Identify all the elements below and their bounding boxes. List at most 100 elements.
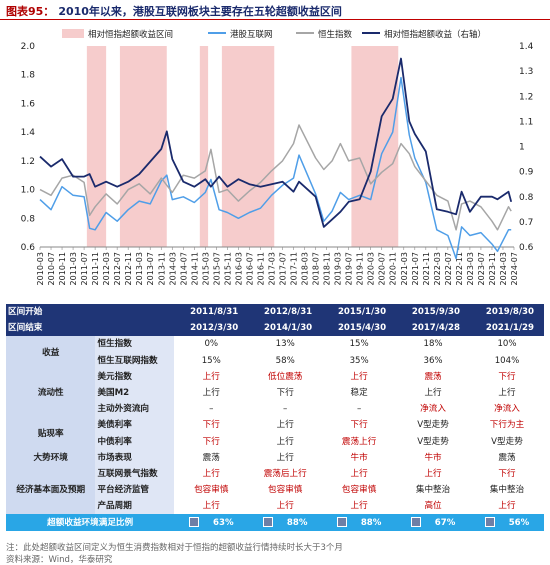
table-cell: 35% <box>349 355 369 366</box>
summary-cell: 88% <box>248 514 323 532</box>
table-cell: 上行 <box>350 501 368 512</box>
table-cell: V型走势 <box>491 436 523 447</box>
legend-label: 恒生指数 <box>318 29 353 40</box>
data-table: 区间开始 2011/8/31 2012/8/31 2015/1/30 2015/9/30… <box>6 304 544 532</box>
table-cell: V型走势 <box>417 436 449 447</box>
table-cell: 震荡上行 <box>341 436 377 447</box>
x-axis-tick-label: 2014-11 <box>190 252 199 285</box>
table-cell: 上行 <box>276 501 294 512</box>
table-header-row: 区间开始 2011/8/31 2012/8/31 2015/1/30 2015/9/30… <box>6 304 544 321</box>
summary-value: 88% <box>360 517 382 528</box>
right-axis-tick: 1.1 <box>519 117 533 127</box>
series-line <box>39 124 512 231</box>
header-date: 2017/4/28 <box>396 320 470 337</box>
table-cell: 下行 <box>202 436 220 447</box>
legend-swatch-shade <box>62 29 84 38</box>
x-axis-tick-label: 2020-11 <box>389 252 398 285</box>
left-axis-tick: 0.8 <box>21 214 36 224</box>
table-cell: 上行 <box>202 371 220 382</box>
x-axis-tick-label: 2018-03 <box>301 252 310 285</box>
table-row: 美国M2 上行 下行 稳定 上行 上行 <box>6 384 544 402</box>
table-cell: 0% <box>204 339 219 350</box>
x-axis-tick-label: 2023-11 <box>488 252 497 285</box>
table-cell: 15% <box>201 355 221 366</box>
grid-icon <box>188 517 199 528</box>
table-cell: 下行 <box>498 371 516 382</box>
footnote: 注：此处超额收益区间定义为恒生消费指数相对于恒指的超额收益行情持续时长大于3个月 <box>6 543 343 553</box>
table-cell: 13% <box>275 339 295 350</box>
x-axis-tick-label: 2015-03 <box>201 252 210 285</box>
summary-cell: 88% <box>322 514 397 532</box>
left-axis-tick: 2.0 <box>21 42 36 52</box>
x-axis-tick-label: 2010-03 <box>36 252 45 285</box>
summary-label: 超额收益环境满足比例 <box>6 514 175 532</box>
x-axis-tick-label: 2021-11 <box>422 252 431 285</box>
table-cell: 104% <box>494 355 520 366</box>
x-axis-tick-label: 2022-07 <box>444 252 453 285</box>
right-axis-tick: 1.4 <box>519 42 534 52</box>
summary-cell: 63% <box>174 514 249 532</box>
grid-icon <box>262 517 273 528</box>
grid-icon <box>336 517 347 528</box>
x-axis-tick-label: 2019-03 <box>334 252 343 285</box>
table-cell: 牛市 <box>350 452 368 463</box>
x-axis-tick-label: 2024-07 <box>510 252 519 285</box>
indicator-label: 平台经济监管 <box>95 482 175 499</box>
section-label: 收益 <box>6 336 96 369</box>
right-axis-tick: 0.8 <box>519 193 534 203</box>
indicator-label: 美债利率 <box>95 417 175 434</box>
header-label: 区间结束 <box>6 320 175 337</box>
x-axis-tick-label: 2018-07 <box>312 252 321 285</box>
legend-label: 港股互联网 <box>230 29 273 40</box>
x-axis-tick-label: 2023-03 <box>466 252 475 285</box>
table-cell: – <box>283 404 288 415</box>
figure-label: 图表95： <box>6 5 55 18</box>
title-rule <box>0 19 550 20</box>
indicator-label: 中债利率 <box>95 433 175 450</box>
header-date: 2012/8/31 <box>248 304 323 321</box>
table-cell: 上行 <box>202 501 220 512</box>
table-cell: 震荡 <box>498 452 516 463</box>
table-cell: 上行 <box>276 436 294 447</box>
table-cell: 上行 <box>424 388 442 399</box>
header-date: 2012/3/30 <box>174 320 249 337</box>
section-label: 贴现率 <box>6 417 96 450</box>
left-axis-tick: 0.6 <box>21 243 36 253</box>
legend-label: 相对恒指超额收益区间 <box>88 29 173 40</box>
table-cell: 净流入 <box>420 404 446 415</box>
right-axis-tick: 1 <box>519 143 525 153</box>
x-axis-tick-label: 2014-03 <box>168 252 177 285</box>
x-axis-tick-label: 2013-07 <box>146 252 155 285</box>
indicator-label: 产品周期 <box>95 498 175 515</box>
indicator-label: 恒生互联网指数 <box>95 352 175 369</box>
x-axis-tick-label: 2022-03 <box>433 252 442 285</box>
grid-icon <box>410 517 421 528</box>
section-label: 经济基本面及预期 <box>6 465 96 515</box>
source-note: 资料来源：Wind，华泰研究 <box>6 555 113 565</box>
table-cell: 下行 <box>202 420 220 431</box>
indicator-label: 市场表现 <box>95 449 175 466</box>
header-date: 2014/1/30 <box>248 320 323 337</box>
left-axis-tick: 1.6 <box>21 99 36 109</box>
excess-return-period <box>199 46 209 247</box>
header-date: 2015/1/30 <box>322 304 397 321</box>
header-date: 2019/8/30 <box>470 304 544 321</box>
right-axis-tick: 0.7 <box>519 218 533 228</box>
table-row: 经济基本面及预期 互联网景气指数 上行 震荡后上行 上行 上行 下行 <box>6 465 544 515</box>
summary-cell: 67% <box>396 514 470 532</box>
table-cell: 包容审慎 <box>194 485 229 496</box>
left-axis-tick: 1.8 <box>21 71 36 81</box>
section-label: 大势环境 <box>6 449 96 466</box>
x-axis-tick-label: 2016-11 <box>256 252 265 285</box>
x-axis-tick-label: 2016-07 <box>245 252 254 285</box>
right-axis-tick: 0.9 <box>519 168 534 178</box>
x-axis-tick-label: 2010-11 <box>58 252 67 285</box>
x-axis-tick-label: 2019-11 <box>356 252 365 285</box>
table-cell: 上行 <box>276 452 294 463</box>
table-cell: 上行 <box>202 468 220 479</box>
table-cell: 上行 <box>276 420 294 431</box>
x-axis-tick-label: 2011-11 <box>91 252 100 285</box>
table-row: 主动外资流向 – – – 净流入 净流入 <box>6 401 544 418</box>
table-cell: 集中整治 <box>415 485 451 496</box>
x-axis-tick-label: 2010-07 <box>47 252 56 285</box>
